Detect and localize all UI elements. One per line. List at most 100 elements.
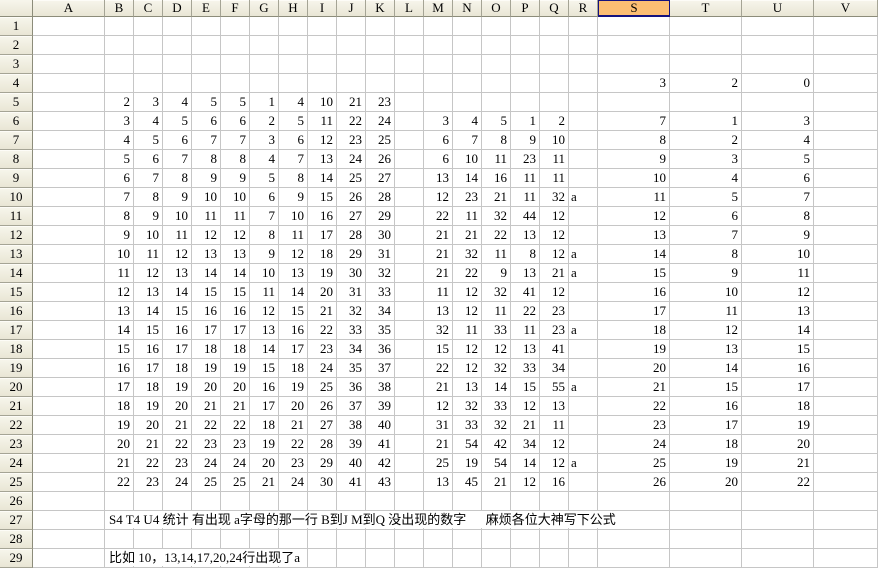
- column-header-D[interactable]: D: [163, 0, 192, 17]
- cell-Q24[interactable]: 12: [540, 454, 569, 473]
- cell-U15[interactable]: 12: [742, 283, 814, 302]
- cell-B24[interactable]: 21: [105, 454, 134, 473]
- cell-R18[interactable]: [569, 340, 598, 359]
- cell-R2[interactable]: [569, 36, 598, 55]
- cell-Q19[interactable]: 34: [540, 359, 569, 378]
- row-header-29[interactable]: 29: [0, 549, 33, 568]
- cell-S7[interactable]: 8: [598, 131, 670, 150]
- cell-E6[interactable]: 6: [192, 112, 221, 131]
- cell-U8[interactable]: 5: [742, 150, 814, 169]
- cell-D2[interactable]: [163, 36, 192, 55]
- cell-L29[interactable]: [395, 549, 424, 568]
- cell-E11[interactable]: 11: [192, 207, 221, 226]
- cell-P10[interactable]: 11: [511, 188, 540, 207]
- cell-A16[interactable]: [33, 302, 105, 321]
- cell-D14[interactable]: 13: [163, 264, 192, 283]
- column-header-I[interactable]: I: [308, 0, 337, 17]
- cell-F25[interactable]: 25: [221, 473, 250, 492]
- cell-I25[interactable]: 30: [308, 473, 337, 492]
- cell-H14[interactable]: 13: [279, 264, 308, 283]
- cell-B26[interactable]: [105, 492, 134, 511]
- cell-C15[interactable]: 13: [134, 283, 163, 302]
- cell-A9[interactable]: [33, 169, 105, 188]
- cell-L28[interactable]: [395, 530, 424, 549]
- cell-M10[interactable]: 12: [424, 188, 453, 207]
- cell-V13[interactable]: [814, 245, 878, 264]
- cell-U22[interactable]: 19: [742, 416, 814, 435]
- cell-M9[interactable]: 13: [424, 169, 453, 188]
- column-header-U[interactable]: U: [742, 0, 814, 17]
- cell-V2[interactable]: [814, 36, 878, 55]
- cell-O2[interactable]: [482, 36, 511, 55]
- cell-Q8[interactable]: 11: [540, 150, 569, 169]
- cell-R7[interactable]: [569, 131, 598, 150]
- cell-K3[interactable]: [366, 55, 395, 74]
- cell-I22[interactable]: 27: [308, 416, 337, 435]
- cell-R12[interactable]: [569, 226, 598, 245]
- cell-E2[interactable]: [192, 36, 221, 55]
- cell-V18[interactable]: [814, 340, 878, 359]
- cell-O1[interactable]: [482, 17, 511, 36]
- cell-J24[interactable]: 40: [337, 454, 366, 473]
- cell-D15[interactable]: 14: [163, 283, 192, 302]
- cell-Q10[interactable]: 32: [540, 188, 569, 207]
- cell-B18[interactable]: 15: [105, 340, 134, 359]
- cell-I10[interactable]: 15: [308, 188, 337, 207]
- cell-Q21[interactable]: 13: [540, 397, 569, 416]
- cell-M29[interactable]: [424, 549, 453, 568]
- cell-H18[interactable]: 17: [279, 340, 308, 359]
- cell-C4[interactable]: [134, 74, 163, 93]
- cell-N9[interactable]: 14: [453, 169, 482, 188]
- cell-V29[interactable]: [814, 549, 878, 568]
- cell-S28[interactable]: [598, 530, 670, 549]
- cell-M1[interactable]: [424, 17, 453, 36]
- cell-F23[interactable]: 23: [221, 435, 250, 454]
- cell-O8[interactable]: 11: [482, 150, 511, 169]
- cell-M8[interactable]: 6: [424, 150, 453, 169]
- cell-F20[interactable]: 20: [221, 378, 250, 397]
- cell-T11[interactable]: 6: [670, 207, 742, 226]
- cell-A24[interactable]: [33, 454, 105, 473]
- cell-P21[interactable]: 12: [511, 397, 540, 416]
- cell-N8[interactable]: 10: [453, 150, 482, 169]
- cell-S15[interactable]: 16: [598, 283, 670, 302]
- cell-G17[interactable]: 13: [250, 321, 279, 340]
- row-header-10[interactable]: 10: [0, 188, 33, 207]
- cell-N25[interactable]: 45: [453, 473, 482, 492]
- cell-B11[interactable]: 8: [105, 207, 134, 226]
- cell-J2[interactable]: [337, 36, 366, 55]
- cell-B25[interactable]: 22: [105, 473, 134, 492]
- cell-I24[interactable]: 29: [308, 454, 337, 473]
- cell-H9[interactable]: 8: [279, 169, 308, 188]
- cell-K23[interactable]: 41: [366, 435, 395, 454]
- cell-G14[interactable]: 10: [250, 264, 279, 283]
- cell-O21[interactable]: 33: [482, 397, 511, 416]
- cell-D28[interactable]: [163, 530, 192, 549]
- cell-A14[interactable]: [33, 264, 105, 283]
- cell-V16[interactable]: [814, 302, 878, 321]
- cell-R20[interactable]: a: [569, 378, 598, 397]
- cell-M28[interactable]: [424, 530, 453, 549]
- row-header-27[interactable]: 27: [0, 511, 33, 530]
- column-header-C[interactable]: C: [134, 0, 163, 17]
- cell-I14[interactable]: 19: [308, 264, 337, 283]
- cell-I1[interactable]: [308, 17, 337, 36]
- cell-Q3[interactable]: [540, 55, 569, 74]
- cell-T9[interactable]: 4: [670, 169, 742, 188]
- row-header-4[interactable]: 4: [0, 74, 33, 93]
- cell-I20[interactable]: 25: [308, 378, 337, 397]
- cell-L8[interactable]: [395, 150, 424, 169]
- column-header-N[interactable]: N: [453, 0, 482, 17]
- cell-Q16[interactable]: 23: [540, 302, 569, 321]
- cell-O15[interactable]: 32: [482, 283, 511, 302]
- cell-D4[interactable]: [163, 74, 192, 93]
- cell-G26[interactable]: [250, 492, 279, 511]
- cell-D6[interactable]: 5: [163, 112, 192, 131]
- cell-J13[interactable]: 29: [337, 245, 366, 264]
- cell-B23[interactable]: 20: [105, 435, 134, 454]
- cell-U20[interactable]: 17: [742, 378, 814, 397]
- cell-Q13[interactable]: 12: [540, 245, 569, 264]
- cell-U6[interactable]: 3: [742, 112, 814, 131]
- cell-A12[interactable]: [33, 226, 105, 245]
- cell-P4[interactable]: [511, 74, 540, 93]
